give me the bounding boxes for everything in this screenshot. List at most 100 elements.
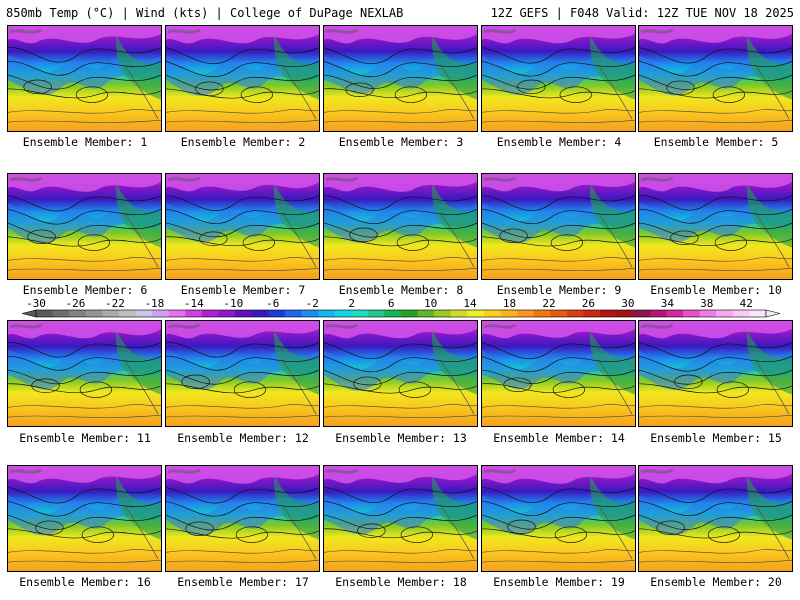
ensemble-panel-13 <box>323 320 478 427</box>
ensemble-panel-14 <box>481 320 636 427</box>
colorbar-swatch <box>600 310 618 317</box>
ensemble-member-label: Ensemble Member: 17 <box>177 575 309 589</box>
colorbar-swatch <box>135 310 153 317</box>
colorbar-tick-label: 2 <box>348 297 355 310</box>
colorbar-swatch <box>168 310 186 317</box>
colorbar-min-arrow <box>21 309 37 318</box>
colorbar-max-arrow <box>765 309 781 318</box>
ensemble-member-label: Ensemble Member: 3 <box>338 135 464 149</box>
colorbar-swatch <box>351 310 369 317</box>
ensemble-member-label: Ensemble Member: 10 <box>650 283 782 297</box>
colorbar-swatch <box>649 310 667 317</box>
ensemble-panel-8 <box>323 173 478 280</box>
ensemble-member-label: Ensemble Member: 6 <box>22 283 148 297</box>
colorbar-swatch <box>450 310 468 317</box>
colorbar-swatch <box>69 310 87 317</box>
ensemble-panel-2 <box>165 25 320 132</box>
colorbar-swatch <box>683 310 701 317</box>
colorbar-swatch <box>235 310 253 317</box>
ensemble-panel-15 <box>638 320 793 427</box>
colorbar-swatch <box>417 310 435 317</box>
colorbar-swatch <box>483 310 501 317</box>
colorbar-tick-label: -30 <box>26 297 46 310</box>
colorbar-swatch <box>52 310 70 317</box>
colorbar-tick-label: 42 <box>740 297 753 310</box>
colorbar-swatch <box>118 310 136 317</box>
colorbar-swatch <box>633 310 651 317</box>
colorbar-swatch <box>616 310 634 317</box>
colorbar-swatch <box>284 310 302 317</box>
colorbar-swatch <box>500 310 518 317</box>
colorbar-swatch <box>36 310 53 317</box>
colorbar-swatch <box>218 310 236 317</box>
ensemble-panel-17 <box>165 465 320 572</box>
figure-title: 850mb Temp (°C) | Wind (kts) | College o… <box>6 6 404 20</box>
colorbar-swatch <box>185 310 203 317</box>
ensemble-panel-3 <box>323 25 478 132</box>
colorbar-swatch <box>251 310 269 317</box>
colorbar-tick-label: 38 <box>700 297 713 310</box>
colorbar-swatch <box>583 310 601 317</box>
ensemble-member-label: Ensemble Member: 5 <box>653 135 779 149</box>
temperature-colorbar: -30 -26 -22 -18 -14 -10 -6 -2 2 6 10 14 18 22 26 30 34 38… <box>21 297 781 318</box>
colorbar-swatch <box>301 310 319 317</box>
ensemble-member-label: Ensemble Member: 11 <box>19 431 151 445</box>
colorbar-swatch <box>334 310 352 317</box>
colorbar-swatch <box>699 310 717 317</box>
colorbar-tick-label: 30 <box>621 297 634 310</box>
ensemble-panel-10 <box>638 173 793 280</box>
colorbar-tick-label: -14 <box>184 297 204 310</box>
colorbar-swatch <box>467 310 485 317</box>
ensemble-member-label: Ensemble Member: 1 <box>22 135 148 149</box>
colorbar-tick-label: -26 <box>66 297 86 310</box>
ensemble-member-label: Ensemble Member: 18 <box>335 575 467 589</box>
colorbar-swatch <box>550 310 568 317</box>
ensemble-member-label: Ensemble Member: 20 <box>650 575 782 589</box>
ensemble-panel-12 <box>165 320 320 427</box>
colorbar-tick-label: 10 <box>424 297 437 310</box>
colorbar-swatch <box>85 310 103 317</box>
ensemble-member-label: Ensemble Member: 14 <box>493 431 625 445</box>
colorbar-swatch <box>367 310 385 317</box>
ensemble-panel-6 <box>7 173 162 280</box>
ensemble-member-label: Ensemble Member: 15 <box>650 431 782 445</box>
colorbar-tick-label: 18 <box>503 297 516 310</box>
colorbar-swatch <box>732 310 750 317</box>
ensemble-member-label: Ensemble Member: 7 <box>180 283 306 297</box>
colorbar-swatch <box>318 310 336 317</box>
ensemble-member-label: Ensemble Member: 2 <box>180 135 306 149</box>
colorbar-swatch <box>401 310 418 317</box>
colorbar-swatch <box>566 310 584 317</box>
ensemble-member-label: Ensemble Member: 13 <box>335 431 467 445</box>
colorbar-swatch <box>152 310 170 317</box>
ensemble-panel-20 <box>638 465 793 572</box>
colorbar-swatch <box>384 310 402 317</box>
colorbar-tick-label: 34 <box>661 297 675 310</box>
colorbar-swatch <box>268 310 286 317</box>
colorbar-swatch <box>102 310 120 317</box>
ensemble-member-label: Ensemble Member: 12 <box>177 431 309 445</box>
colorbar-tick-label: 22 <box>542 297 555 310</box>
run-valid-time: 12Z GEFS | F048 Valid: 12Z TUE NOV 18 20… <box>490 6 794 20</box>
colorbar-tick-label: -2 <box>306 297 319 310</box>
ensemble-panel-19 <box>481 465 636 572</box>
colorbar-tick-label: 14 <box>463 297 477 310</box>
ensemble-panel-9 <box>481 173 636 280</box>
colorbar-swatch <box>716 310 734 317</box>
colorbar-tick-label: -10 <box>223 297 243 310</box>
colorbar-tick-label: -22 <box>105 297 125 310</box>
colorbar-tick-label: -18 <box>144 297 164 310</box>
ensemble-panel-5 <box>638 25 793 132</box>
ensemble-member-label: Ensemble Member: 4 <box>496 135 622 149</box>
colorbar-swatch <box>533 310 551 317</box>
colorbar-swatch <box>517 310 535 317</box>
colorbar-swatch <box>201 310 219 317</box>
ensemble-member-label: Ensemble Member: 9 <box>496 283 622 297</box>
colorbar-tick-label: 26 <box>582 297 595 310</box>
ensemble-panel-1 <box>7 25 162 132</box>
colorbar-swatch <box>434 310 452 317</box>
colorbar-tick-label: -6 <box>266 297 279 310</box>
ensemble-panel-16 <box>7 465 162 572</box>
ensemble-panel-7 <box>165 173 320 280</box>
colorbar-swatch <box>666 310 684 317</box>
